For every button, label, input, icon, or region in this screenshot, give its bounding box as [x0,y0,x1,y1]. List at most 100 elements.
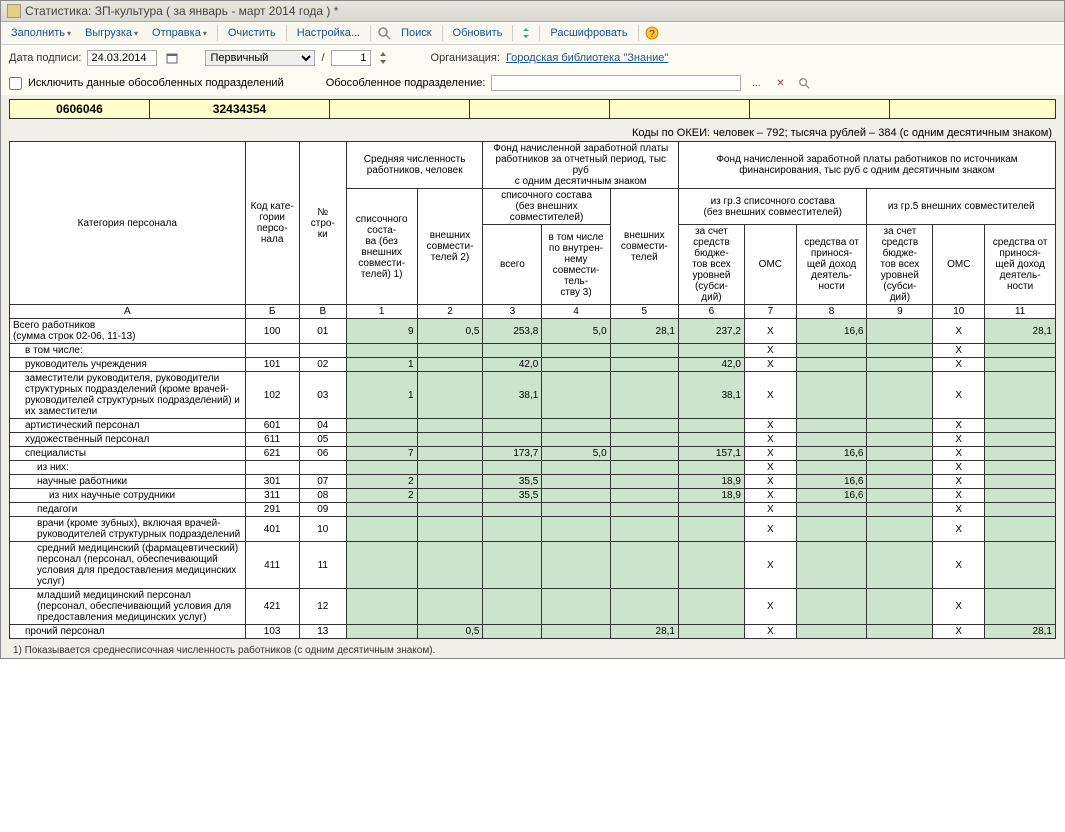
cell[interactable]: 2 [346,489,417,503]
cell[interactable] [542,625,610,639]
cell[interactable] [417,344,483,358]
cell[interactable] [417,358,483,372]
table-row[interactable]: специалисты621067173,75,0157,1X16,6X [10,447,1056,461]
cell[interactable]: 35,5 [483,475,542,489]
cell[interactable]: 421 [245,589,299,625]
cell[interactable] [417,517,483,542]
cell[interactable]: X [744,542,796,589]
cell[interactable]: X [744,589,796,625]
yellow-cell-5[interactable] [610,100,750,118]
yellow-cell-2[interactable]: 32434354 [150,100,330,118]
cell[interactable]: X [933,419,985,433]
cell[interactable] [678,589,744,625]
cell[interactable] [796,358,867,372]
cell[interactable] [610,461,678,475]
cell[interactable]: 601 [245,419,299,433]
cell[interactable] [985,344,1056,358]
cell[interactable] [346,344,417,358]
cell[interactable] [678,344,744,358]
cell[interactable]: 13 [299,625,346,639]
cell[interactable]: руководитель учреждения [10,358,246,372]
cell[interactable] [867,625,933,639]
cell[interactable] [796,433,867,447]
cell[interactable] [678,625,744,639]
cell[interactable]: 16,6 [796,475,867,489]
cell[interactable] [483,589,542,625]
cell[interactable]: 01 [299,319,346,344]
cell[interactable]: 12 [299,589,346,625]
cell[interactable] [542,358,610,372]
cell[interactable] [867,358,933,372]
cell[interactable] [867,503,933,517]
cell[interactable]: X [933,358,985,372]
cell[interactable] [483,503,542,517]
cell[interactable] [610,433,678,447]
cell[interactable] [346,503,417,517]
cell[interactable]: X [744,475,796,489]
calendar-icon[interactable] [163,49,181,67]
cell[interactable]: 18,9 [678,475,744,489]
cell[interactable]: X [744,419,796,433]
cell[interactable]: X [933,625,985,639]
cell[interactable] [610,517,678,542]
cell[interactable] [417,542,483,589]
search-icon[interactable] [375,24,393,42]
cell[interactable] [483,419,542,433]
cell[interactable]: заместители руководителя, руководители с… [10,372,246,419]
cell[interactable]: 10 [299,517,346,542]
cell[interactable]: 28,1 [610,625,678,639]
cell[interactable]: 5,0 [542,447,610,461]
clear-button[interactable]: Очистить [222,25,282,41]
cell[interactable]: X [744,319,796,344]
lookup-icon[interactable] [795,74,813,92]
cell[interactable]: 18,9 [678,489,744,503]
table-row[interactable]: в том числе:XX [10,344,1056,358]
cell[interactable] [483,542,542,589]
cell[interactable]: 42,0 [483,358,542,372]
cell[interactable]: 04 [299,419,346,433]
cell[interactable]: 291 [245,503,299,517]
cell[interactable] [985,475,1056,489]
cell[interactable] [610,372,678,419]
cell[interactable]: X [933,489,985,503]
cell[interactable] [610,419,678,433]
cell[interactable]: X [933,517,985,542]
cell[interactable] [796,542,867,589]
cell[interactable] [542,489,610,503]
cell[interactable] [610,475,678,489]
date-field[interactable] [87,50,157,66]
cell[interactable]: 03 [299,372,346,419]
cell[interactable]: X [933,475,985,489]
cell[interactable] [417,372,483,419]
cell[interactable]: X [744,344,796,358]
cell[interactable]: 311 [245,489,299,503]
cell[interactable]: 38,1 [483,372,542,419]
org-link[interactable]: Городская библиотека "Знание" [506,52,668,64]
yellow-cell-4[interactable] [470,100,610,118]
cell[interactable] [867,433,933,447]
table-row[interactable]: из них научные сотрудники31108235,518,9X… [10,489,1056,503]
cell[interactable]: X [933,344,985,358]
table-row[interactable]: врачи (кроме зубных), включая врачей-рук… [10,517,1056,542]
cell[interactable] [346,542,417,589]
cell[interactable] [796,503,867,517]
cell[interactable] [610,542,678,589]
cell[interactable] [483,517,542,542]
cell[interactable] [678,419,744,433]
cell[interactable]: 09 [299,503,346,517]
cell[interactable] [985,372,1056,419]
table-row[interactable]: прочий персонал103130,528,1XX28,1 [10,625,1056,639]
cell[interactable] [867,372,933,419]
cell[interactable] [346,625,417,639]
cell[interactable] [542,419,610,433]
setup-button[interactable]: Настройка... [291,25,366,41]
cell[interactable] [867,475,933,489]
cell[interactable] [417,589,483,625]
cell[interactable] [610,358,678,372]
cell[interactable]: 253,8 [483,319,542,344]
cell[interactable]: прочий персонал [10,625,246,639]
exclude-checkbox[interactable] [9,77,22,90]
cell[interactable] [299,344,346,358]
cell[interactable]: 621 [245,447,299,461]
cell[interactable]: X [744,358,796,372]
